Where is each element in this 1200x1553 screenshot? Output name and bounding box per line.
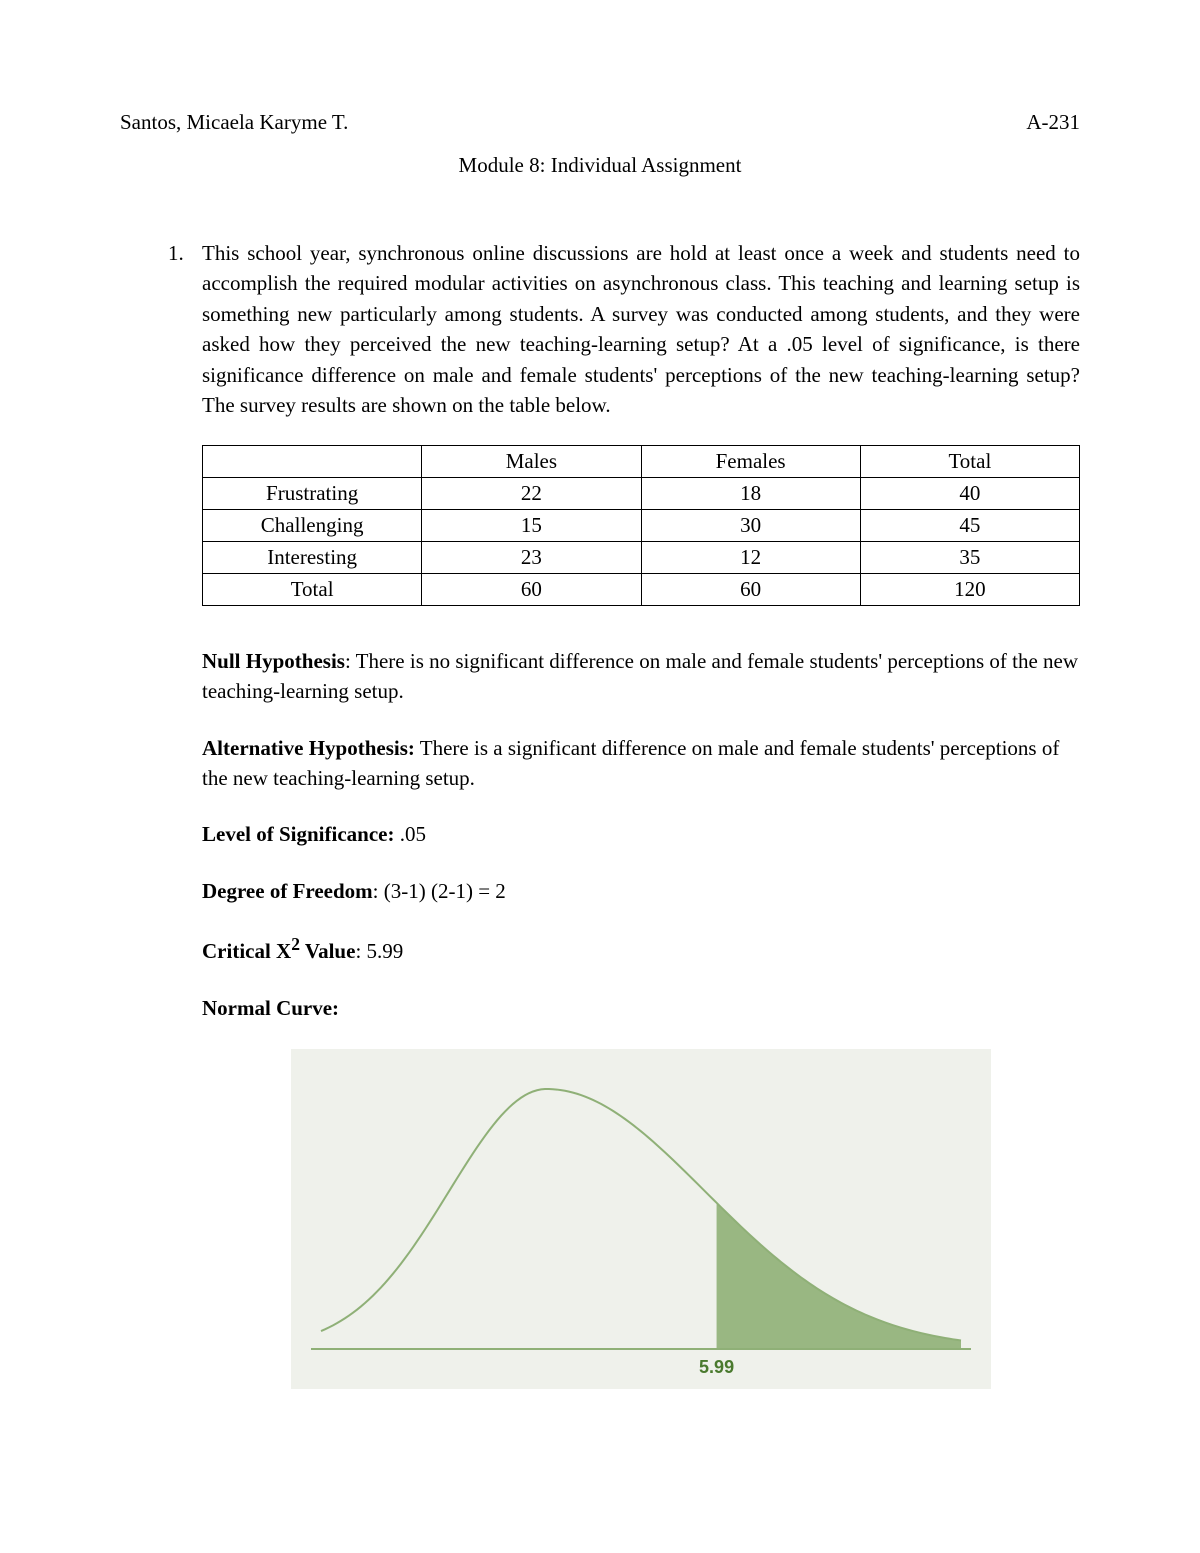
significance-label: Level of Significance:	[202, 822, 394, 846]
table-header-cell: Females	[641, 445, 860, 477]
table-cell: 45	[860, 509, 1079, 541]
question-block: 1. This school year, synchronous online …	[168, 238, 1080, 421]
dof-value: : (3-1) (2-1) = 2	[373, 879, 506, 903]
table-cell: 12	[641, 541, 860, 573]
header-row: Santos, Micaela Karyme T. A-231	[120, 110, 1080, 135]
table-cell: Total	[203, 573, 422, 605]
course-code: A-231	[1026, 110, 1080, 135]
table-cell: 15	[422, 509, 641, 541]
critical-value: Critical X2 Value: 5.99	[202, 932, 1080, 966]
table-row: Challenging 15 30 45	[203, 509, 1080, 541]
table-row: Interesting 23 12 35	[203, 541, 1080, 573]
critical-value-text: : 5.99	[355, 939, 403, 963]
question-number: 1.	[168, 238, 202, 421]
table-row: Frustrating 22 18 40	[203, 477, 1080, 509]
alt-hypothesis: Alternative Hypothesis: There is a signi…	[202, 733, 1080, 794]
alt-hypothesis-label: Alternative Hypothesis:	[202, 736, 415, 760]
table-cell: 23	[422, 541, 641, 573]
table-header-cell: Total	[860, 445, 1079, 477]
distribution-curve-chart: 5.99	[291, 1049, 991, 1389]
svg-text:5.99: 5.99	[699, 1357, 734, 1377]
data-table: Males Females Total Frustrating 22 18 40…	[202, 445, 1080, 606]
table-cell: 60	[641, 573, 860, 605]
table-cell: Interesting	[203, 541, 422, 573]
table-cell: Challenging	[203, 509, 422, 541]
null-hypothesis-label: Null Hypothesis	[202, 649, 345, 673]
table-cell: 60	[422, 573, 641, 605]
table-cell: Frustrating	[203, 477, 422, 509]
table-cell: 22	[422, 477, 641, 509]
student-name: Santos, Micaela Karyme T.	[120, 110, 348, 135]
dof-label: Degree of Freedom	[202, 879, 373, 903]
page-title: Module 8: Individual Assignment	[120, 153, 1080, 178]
significance-level: Level of Significance: .05	[202, 819, 1080, 849]
table-row: Total 60 60 120	[203, 573, 1080, 605]
table-cell: 18	[641, 477, 860, 509]
table-cell: 35	[860, 541, 1079, 573]
critical-label: Critical X2 Value	[202, 939, 355, 963]
indented-content: Males Females Total Frustrating 22 18 40…	[168, 445, 1080, 1390]
table-header-cell: Males	[422, 445, 641, 477]
table-header-cell	[203, 445, 422, 477]
document-page: Santos, Micaela Karyme T. A-231 Module 8…	[0, 0, 1200, 1553]
table-cell: 120	[860, 573, 1079, 605]
question-text: This school year, synchronous online dis…	[202, 238, 1080, 421]
table-header-row: Males Females Total	[203, 445, 1080, 477]
content-area: 1. This school year, synchronous online …	[120, 238, 1080, 1389]
table-cell: 30	[641, 509, 860, 541]
null-hypothesis: Null Hypothesis: There is no significant…	[202, 646, 1080, 707]
normal-curve-label: Normal Curve:	[202, 993, 1080, 1023]
table-cell: 40	[860, 477, 1079, 509]
degree-of-freedom: Degree of Freedom: (3-1) (2-1) = 2	[202, 876, 1080, 906]
significance-value: .05	[394, 822, 426, 846]
chart-container: 5.99	[202, 1049, 1080, 1389]
